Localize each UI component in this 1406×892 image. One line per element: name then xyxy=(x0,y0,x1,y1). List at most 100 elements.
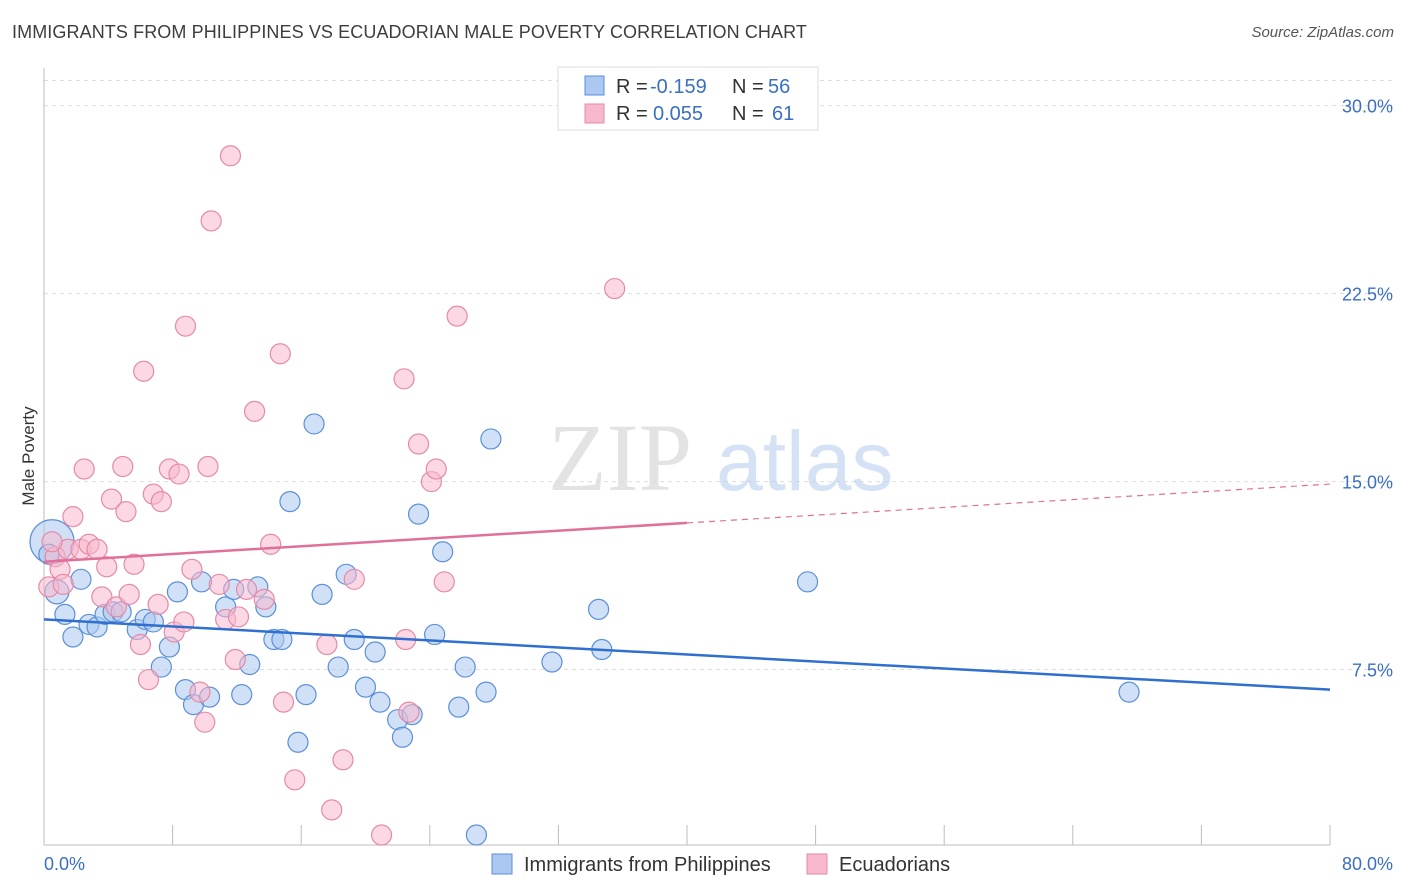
y-tick-label: 15.0% xyxy=(1342,473,1393,493)
philippines-point xyxy=(62,626,84,648)
watermark: ZIP atlas xyxy=(548,404,893,511)
philippines-point xyxy=(142,611,164,633)
ecuadorians-point xyxy=(86,538,108,560)
ecuadorians-point xyxy=(52,573,74,595)
philippines-point xyxy=(391,726,414,748)
trendlines xyxy=(43,483,1331,691)
legend-r-value-1: -0.159 xyxy=(650,76,707,98)
ecuadorians-point xyxy=(604,277,626,300)
bottom-legend-label-blue: Immigrants from Philippines xyxy=(524,854,771,876)
legend-r-label-2: R = xyxy=(616,103,648,125)
ecuadorians-point xyxy=(96,556,118,578)
philippines-point xyxy=(287,731,309,753)
x-ticks xyxy=(43,825,1331,845)
legend-swatch-pink xyxy=(584,103,605,124)
ecuadorians-point xyxy=(168,463,190,485)
ecuadorians-point xyxy=(123,553,145,575)
legend-n-label-2: N = xyxy=(732,103,764,125)
y-tick-label: 30.0% xyxy=(1342,97,1393,117)
ecuadorians-point xyxy=(433,571,455,593)
ecuadorians-point xyxy=(197,455,219,478)
ecuadorians-point xyxy=(407,433,430,455)
philippines-point xyxy=(475,681,497,703)
legend-r-label-1: R = xyxy=(616,76,648,98)
ecuadorians-point xyxy=(200,210,222,232)
ecuadorians-point xyxy=(189,681,211,703)
philippines-point xyxy=(311,583,333,605)
ecuadorians-point xyxy=(425,458,447,480)
legend-n-label-1: N = xyxy=(732,76,764,98)
ecuadorians-point xyxy=(133,360,155,382)
y-tick-label: 22.5% xyxy=(1342,285,1393,305)
philippines-point xyxy=(354,676,377,698)
philippines-point xyxy=(465,824,488,846)
ecuadorians-point xyxy=(129,633,152,656)
ecuadorians-point xyxy=(194,711,216,733)
ecuadorians-point xyxy=(272,691,295,713)
bottom-legend-swatch-blue xyxy=(491,853,513,875)
legend-n-value-1: 56 xyxy=(768,76,790,98)
legend-swatch-blue xyxy=(584,75,605,96)
philippines-point xyxy=(231,684,253,706)
ecuadorians-point xyxy=(219,145,242,167)
y-axis-label: Male Poverty xyxy=(19,406,38,506)
ecuadorians-point xyxy=(243,400,266,422)
trendline-ecuadorians xyxy=(43,521,688,564)
philippines-point xyxy=(541,651,563,673)
top-legend: R = -0.159 N = 56 R = 0.055 N = 61 xyxy=(557,66,819,131)
philippines-point xyxy=(432,541,454,563)
ecuadorians-point xyxy=(41,531,63,553)
ecuadorians-point xyxy=(343,568,365,590)
ecuadorians-point xyxy=(446,305,468,327)
series-ecuadorians-points xyxy=(38,145,626,846)
chart-title: IMMIGRANTS FROM PHILIPPINES VS ECUADORIA… xyxy=(12,22,807,42)
bottom-legend-label-pink: Ecuadorians xyxy=(839,854,950,876)
philippines-point xyxy=(343,628,365,651)
legend-r-value-2: 0.055 xyxy=(653,103,703,125)
philippines-point xyxy=(454,656,476,678)
ecuadorians-point xyxy=(118,583,140,605)
source-label: Source: ZipAtlas.com xyxy=(1251,24,1394,41)
ecuadorians-point xyxy=(224,648,246,671)
philippines-point xyxy=(295,684,317,706)
philippines-point xyxy=(407,503,430,525)
ecuadorians-point xyxy=(235,578,258,600)
y-tick-labels: 7.5% 15.0% 22.5% 30.0% xyxy=(1342,97,1393,681)
philippines-point xyxy=(70,568,92,590)
trendline-philippines xyxy=(43,618,1331,691)
ecuadorians-point xyxy=(174,315,197,337)
philippines-point xyxy=(150,656,172,678)
ecuadorians-point xyxy=(227,606,250,628)
philippines-point xyxy=(303,413,325,435)
ecuadorians-point xyxy=(208,573,230,595)
philippines-point xyxy=(271,628,293,651)
ecuadorians-point xyxy=(316,633,338,656)
ecuadorians-point xyxy=(321,799,343,821)
ecuadorians-point xyxy=(181,558,203,580)
ecuadorians-point xyxy=(284,769,306,791)
philippines-point xyxy=(448,696,470,718)
watermark-atlas: atlas xyxy=(716,414,893,508)
legend-n-value-2: 61 xyxy=(772,103,794,125)
philippines-point xyxy=(166,581,189,603)
ecuadorians-point xyxy=(112,455,134,478)
philippines-point xyxy=(364,641,386,663)
philippines-point xyxy=(587,598,610,620)
ecuadorians-point xyxy=(105,596,127,618)
ecuadorians-point xyxy=(173,611,195,633)
ecuadorians-point xyxy=(137,668,160,691)
bottom-legend: Immigrants from Philippines Ecuadorians xyxy=(491,853,950,876)
ecuadorians-point xyxy=(269,343,291,365)
ecuadorians-point xyxy=(398,701,420,723)
philippines-point xyxy=(1118,681,1140,703)
philippines-point xyxy=(480,428,502,450)
ecuadorians-point xyxy=(147,593,169,615)
philippines-point xyxy=(796,571,819,593)
philippines-point xyxy=(327,656,349,678)
philippines-point xyxy=(279,491,301,513)
x-tick-label-max: 80.0% xyxy=(1342,854,1393,874)
ecuadorians-point xyxy=(115,501,137,523)
ecuadorians-point xyxy=(260,533,282,555)
ecuadorians-point xyxy=(332,749,354,771)
trendline-ecuadorians-extension xyxy=(686,483,1331,524)
